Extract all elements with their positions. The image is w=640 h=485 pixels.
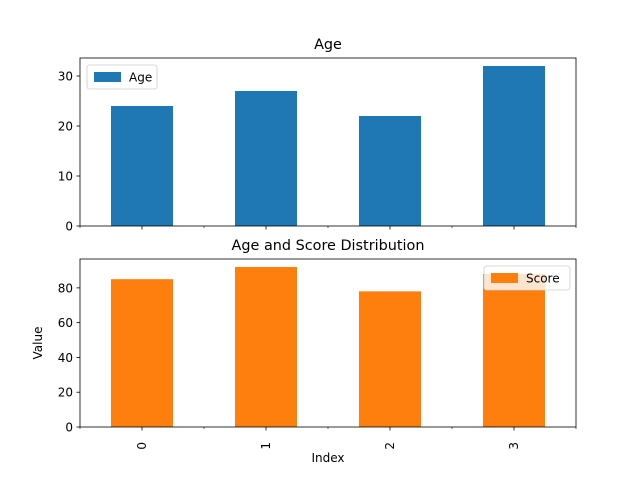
legend: Score [483,265,571,291]
y-tick-label: 30 [58,70,73,84]
legend-label: Score [526,272,560,286]
y-tick-label: 20 [58,386,73,400]
y-tick-label: 0 [65,220,73,234]
bar-score-0 [111,279,173,427]
legend-box [483,265,571,291]
y-tick-label: 40 [58,351,73,365]
y-axis-label: Value [31,327,45,360]
y-tick-label: 20 [58,120,73,134]
legend-swatch [491,273,518,283]
bar-score-3 [483,273,545,427]
legend: Age [86,64,158,90]
bar-age-1 [235,91,297,226]
bar-age-3 [483,66,545,226]
y-tick-label: 0 [65,421,73,435]
y-tick-label: 80 [58,281,73,295]
x-tick-label: 3 [507,442,521,450]
chart-title: Age and Score Distribution [232,238,425,254]
x-axis-label: Index [311,451,344,465]
x-tick-label: 0 [135,442,149,450]
bar-age-2 [359,116,421,226]
legend-swatch [94,72,121,82]
legend-box [86,64,158,90]
y-tick-label: 10 [58,170,73,184]
bar-score-2 [359,291,421,427]
x-tick-label: 1 [259,442,273,450]
chart-panel-0: 0 10 20 30 Age Age [58,37,577,234]
chart-panel-1: 0 20 40 60 80 0 1 2 3 Age and Score Distribution I… [31,238,577,465]
bar-age-0 [111,106,173,226]
bar-score-1 [235,267,297,427]
chart-title: Age [314,37,342,53]
y-tick-label: 60 [58,316,73,330]
x-tick-label: 2 [383,442,397,450]
legend-label: Age [129,71,152,85]
